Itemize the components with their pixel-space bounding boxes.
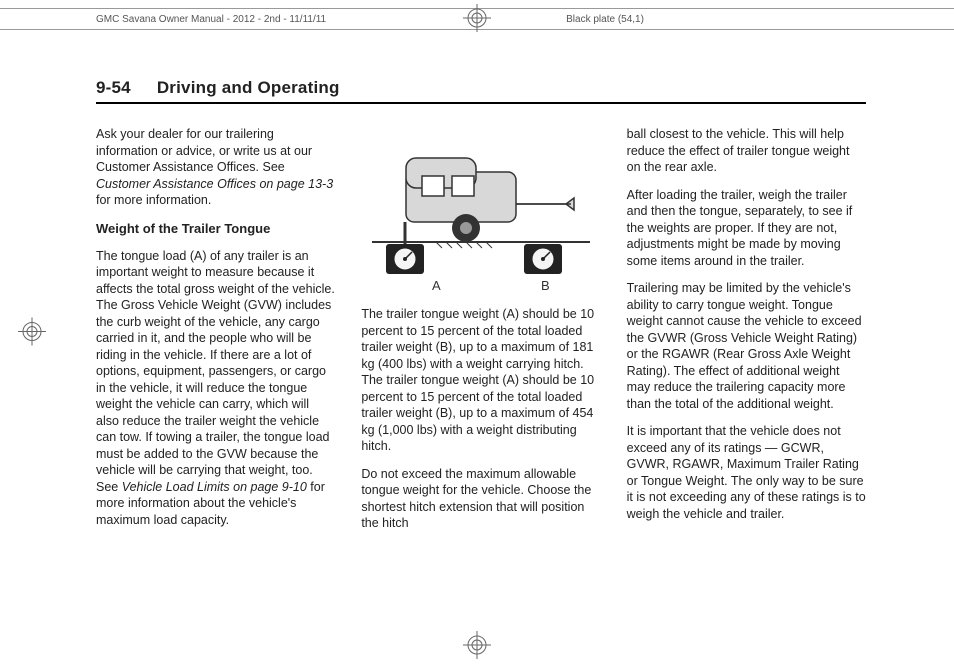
registration-mark-left-icon <box>18 318 46 351</box>
registration-mark-top-icon <box>463 4 491 37</box>
column-2: A B The trailer tongue weight (A) should… <box>361 126 600 543</box>
diagram-label-b: B <box>541 278 550 292</box>
column-3: ball closest to the vehicle. This will h… <box>627 126 866 543</box>
col2-p2: Do not exceed the maximum allowable tong… <box>361 466 600 532</box>
col3-p1: ball closest to the vehicle. This will h… <box>627 126 866 176</box>
col1-intro: Ask your dealer for our trailering infor… <box>96 126 335 209</box>
col2-p1: The trailer tongue weight (A) should be … <box>361 306 600 455</box>
page-heading: 9-54 Driving and Operating <box>96 78 866 104</box>
text-columns: Ask your dealer for our trailering infor… <box>96 126 866 543</box>
col1-p1-ref: Customer Assistance Offices on page 13-3 <box>96 177 333 191</box>
col1-p2a: The tongue load (A) of any trailer is an… <box>96 249 335 494</box>
page-title: Driving and Operating <box>157 78 340 97</box>
col3-p3: Trailering may be limited by the vehicle… <box>627 280 866 412</box>
diagram-label-a: A <box>432 278 441 292</box>
col1-p1b: for more information. <box>96 193 211 207</box>
trailer-diagram-icon: A B <box>366 132 596 292</box>
subheading-tongue-weight: Weight of the Trailer Tongue <box>96 220 335 237</box>
column-1: Ask your dealer for our trailering infor… <box>96 126 335 543</box>
col3-p2: After loading the trailer, weigh the tra… <box>627 187 866 270</box>
col1-p2-ref: Vehicle Load Limits on page 9-10 <box>122 480 307 494</box>
registration-mark-bottom-icon <box>463 631 491 664</box>
page-number: 9-54 <box>96 78 131 98</box>
col3-p4: It is important that the vehicle does no… <box>627 423 866 522</box>
col1-p1a: Ask your dealer for our trailering infor… <box>96 127 312 174</box>
header-left-text: GMC Savana Owner Manual - 2012 - 2nd - 1… <box>96 14 326 25</box>
header-right-text: Black plate (54,1) <box>566 14 644 25</box>
col1-body: The tongue load (A) of any trailer is an… <box>96 248 335 529</box>
page-content: 9-54 Driving and Operating Ask your deale… <box>96 78 866 543</box>
